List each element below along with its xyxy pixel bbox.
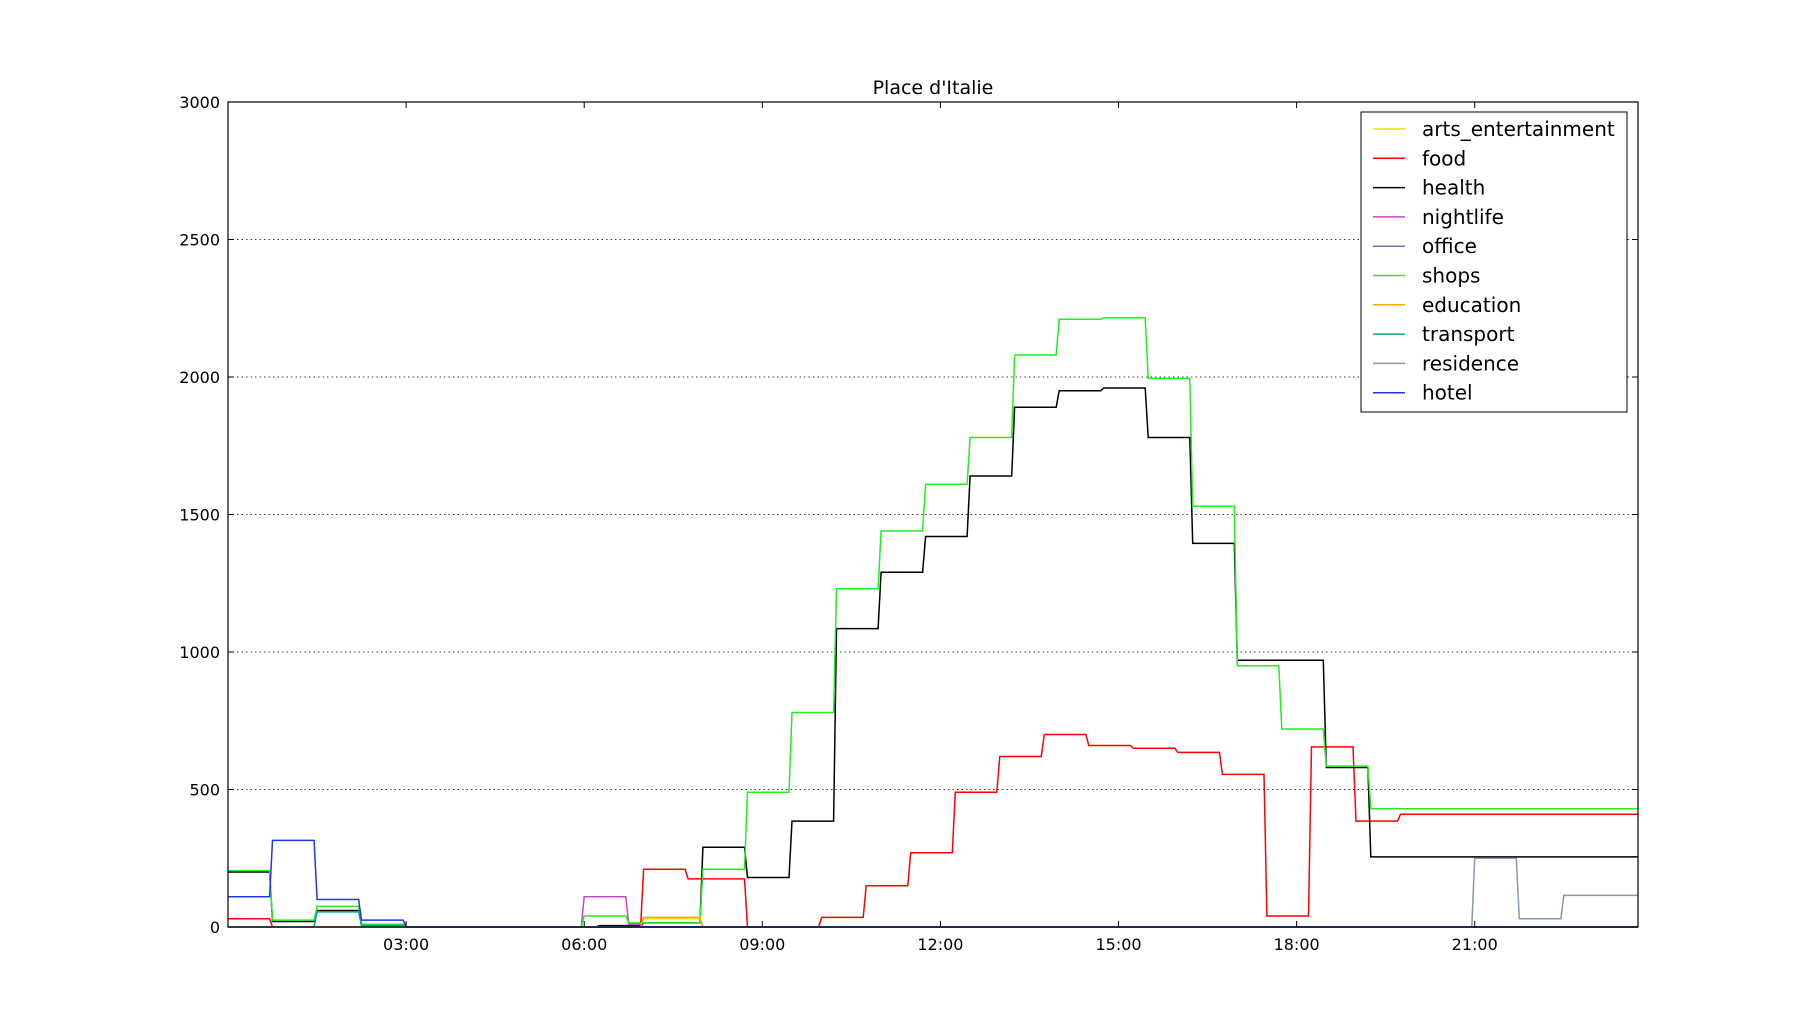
x-tick-label: 15:00 <box>1095 935 1141 954</box>
legend-label: residence <box>1422 351 1519 375</box>
chart-title: Place d'Italie <box>873 77 994 99</box>
legend-label: transport <box>1422 322 1515 346</box>
series-line-arts_entertainment <box>228 918 1638 928</box>
y-tick-label: 0 <box>210 918 220 937</box>
x-tick-label: 18:00 <box>1274 935 1320 954</box>
series-line-nightlife <box>228 896 1638 928</box>
y-tick-label: 3000 <box>179 93 220 112</box>
y-tick-label: 1000 <box>179 643 220 662</box>
legend-label: food <box>1422 146 1466 170</box>
legend-label: office <box>1422 234 1477 258</box>
series-line-residence <box>228 857 1638 928</box>
y-tick-label: 2500 <box>179 231 220 250</box>
x-tick-label: 21:00 <box>1452 935 1498 954</box>
legend-label: hotel <box>1422 381 1473 405</box>
x-tick-label: 09:00 <box>739 935 785 954</box>
y-tick-label: 500 <box>189 781 220 800</box>
legend-label: shops <box>1422 264 1480 288</box>
series-line-health <box>228 387 1638 928</box>
legend-label: arts_entertainment <box>1422 117 1615 141</box>
x-tick-label: 03:00 <box>383 935 429 954</box>
x-tick-label: 12:00 <box>917 935 963 954</box>
series-line-education <box>228 916 1638 928</box>
x-tick-label: 06:00 <box>561 935 607 954</box>
y-tick-label: 1500 <box>179 506 220 525</box>
series-line-transport <box>228 911 1638 928</box>
legend-label: nightlife <box>1422 205 1504 229</box>
y-tick-label: 2000 <box>179 368 220 387</box>
legend-label: education <box>1422 293 1521 317</box>
axis-ticks: 0 500 1000 1500 2000 2500 3000 03:00 06:00 09:00 1… <box>179 93 1638 954</box>
series-line-food <box>228 733 1638 928</box>
legend-label: health <box>1422 176 1485 200</box>
legend-box <box>1360 111 1628 413</box>
